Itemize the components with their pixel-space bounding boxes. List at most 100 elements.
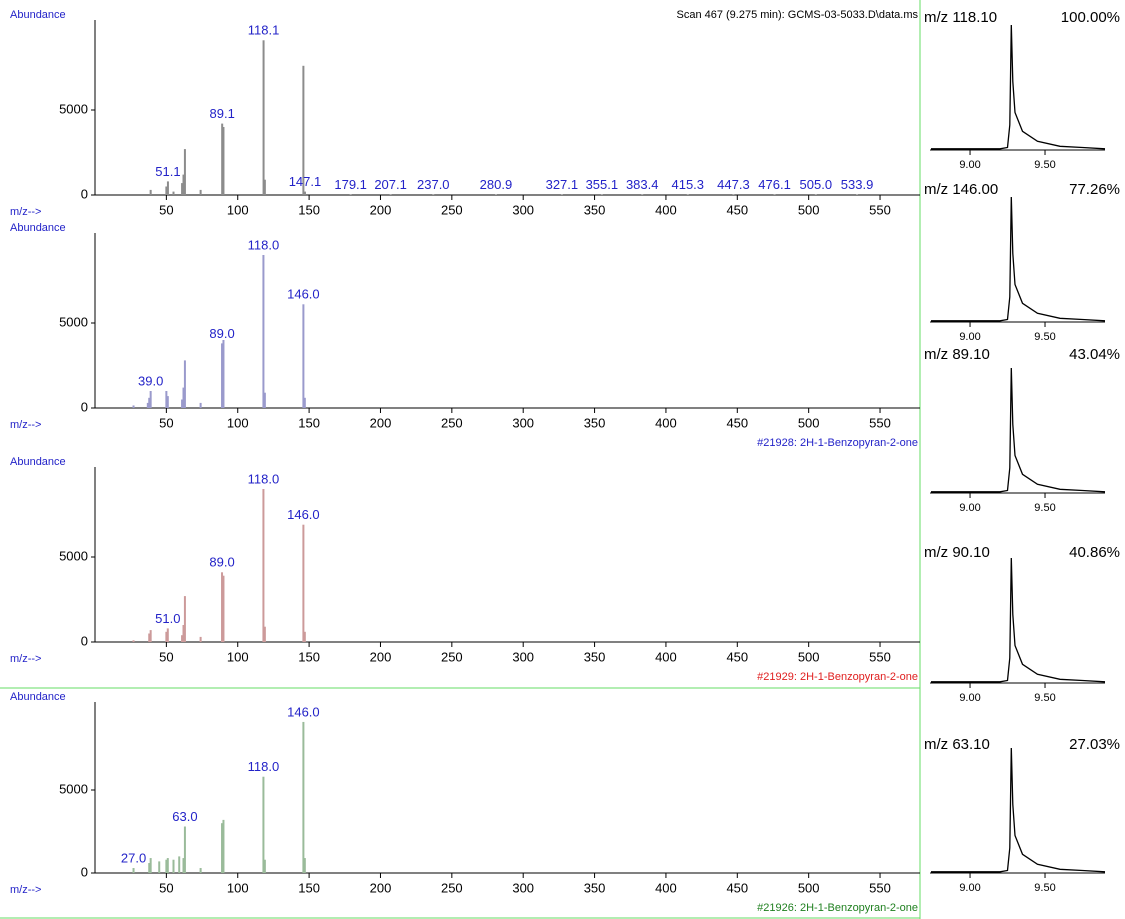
- ion-label: m/z 146.00: [924, 181, 998, 198]
- peak: [149, 858, 152, 873]
- peak: [732, 194, 735, 195]
- peak-label: 280.9: [480, 177, 513, 192]
- peak-label: 327.1: [546, 177, 579, 192]
- peak: [182, 625, 185, 642]
- x-tick-label: 500: [798, 880, 820, 895]
- peak: [146, 402, 149, 408]
- x-tick-label: 9.00: [959, 331, 980, 343]
- ion-trace: [931, 557, 1106, 683]
- y-axis-label: Abundance: [10, 456, 66, 468]
- y-axis-label: Abundance: [10, 222, 66, 234]
- x-axis-label: m/z-->: [10, 884, 41, 896]
- peak: [165, 186, 168, 195]
- peak: [262, 255, 265, 408]
- ion-trace: [931, 367, 1106, 493]
- x-tick-label: 550: [869, 880, 891, 895]
- peak: [199, 636, 202, 642]
- x-tick-label: 250: [441, 880, 463, 895]
- x-tick-label: 50: [159, 880, 173, 895]
- peak: [149, 189, 152, 195]
- x-tick-label: 200: [370, 649, 392, 664]
- x-tick-label: 150: [298, 649, 320, 664]
- x-tick-label: 250: [441, 649, 463, 664]
- x-tick-label: 350: [584, 202, 606, 217]
- peak: [165, 391, 168, 408]
- peak: [222, 127, 225, 195]
- peak: [856, 194, 859, 195]
- peak: [181, 635, 184, 642]
- peak: [182, 174, 185, 195]
- peak: [172, 191, 175, 195]
- peak: [302, 304, 305, 408]
- y-tick-label: 0: [81, 864, 88, 879]
- peak: [172, 859, 175, 873]
- peak: [222, 575, 225, 642]
- x-axis-label: m/z-->: [10, 653, 41, 665]
- peak: [182, 858, 185, 873]
- peak: [165, 859, 168, 873]
- peak: [183, 596, 186, 642]
- x-tick-label: 300: [512, 880, 534, 895]
- x-tick-label: 100: [227, 649, 249, 664]
- peak: [166, 858, 169, 873]
- peak: [199, 402, 202, 408]
- peak-label: 355.1: [586, 177, 619, 192]
- peak: [148, 397, 151, 408]
- peak: [263, 392, 266, 408]
- peak: [158, 861, 161, 873]
- library-caption: #21928: 2H-1-Benzopyran-2-one: [757, 437, 918, 449]
- peak: [199, 189, 202, 195]
- peak-label: 146.0: [287, 287, 320, 302]
- peak-label: 89.1: [210, 106, 235, 121]
- library-caption: #21929: 2H-1-Benzopyran-2-one: [757, 671, 918, 683]
- peak-label: 63.0: [172, 809, 197, 824]
- peak: [494, 194, 497, 195]
- x-tick-label: 500: [798, 415, 820, 430]
- peak: [349, 194, 352, 195]
- peak: [178, 856, 181, 873]
- peak: [221, 572, 224, 642]
- peak: [262, 40, 265, 195]
- peak: [262, 489, 265, 642]
- x-tick-label: 250: [441, 202, 463, 217]
- peak: [166, 181, 169, 195]
- peak: [182, 387, 185, 408]
- peak: [432, 194, 435, 195]
- peak: [166, 628, 169, 642]
- peak: [303, 191, 306, 195]
- peak-label: 505.0: [800, 177, 833, 192]
- x-tick-label: 550: [869, 202, 891, 217]
- ion-label: m/z 63.10: [924, 736, 990, 753]
- x-tick-label: 400: [655, 415, 677, 430]
- peak: [600, 194, 603, 195]
- library-caption: #21926: 2H-1-Benzopyran-2-one: [757, 902, 918, 914]
- ion-label: m/z 90.10: [924, 544, 990, 561]
- peak: [302, 721, 305, 873]
- ion-percent: 43.04%: [1069, 346, 1120, 363]
- peak: [181, 183, 184, 195]
- x-tick-label: 9.50: [1034, 692, 1055, 704]
- y-tick-label: 0: [81, 186, 88, 201]
- peak: [165, 631, 168, 642]
- peak-label: 39.0: [138, 373, 163, 388]
- peak-label: 415.3: [671, 177, 704, 192]
- x-tick-label: 350: [584, 415, 606, 430]
- x-axis-label: m/z-->: [10, 419, 41, 431]
- y-tick-label: 0: [81, 633, 88, 648]
- ion-percent: 100.00%: [1061, 9, 1120, 26]
- x-tick-label: 50: [159, 415, 173, 430]
- x-tick-label: 9.50: [1034, 882, 1055, 894]
- peak: [148, 633, 151, 642]
- y-tick-label: 5000: [59, 101, 88, 116]
- peak: [686, 194, 689, 195]
- x-tick-label: 400: [655, 880, 677, 895]
- y-tick-label: 5000: [59, 548, 88, 563]
- peak-label: 118.0: [248, 759, 280, 774]
- x-tick-label: 300: [512, 415, 534, 430]
- peak-label: 146.0: [287, 507, 320, 522]
- peak: [814, 194, 817, 195]
- peak: [302, 524, 305, 642]
- peak: [262, 776, 265, 873]
- x-tick-label: 500: [798, 202, 820, 217]
- y-tick-label: 0: [81, 399, 88, 414]
